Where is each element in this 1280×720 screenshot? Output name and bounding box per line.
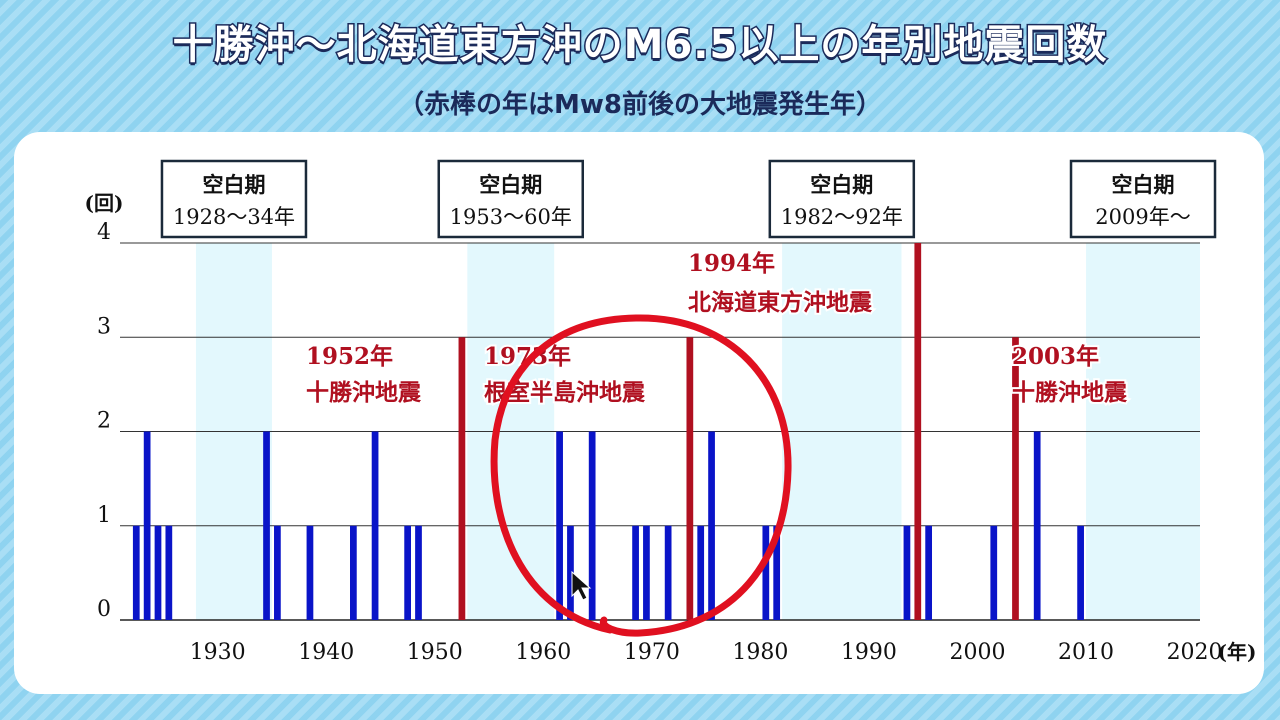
bar (697, 525, 705, 620)
gridlines (120, 242, 1200, 621)
page-title: 十勝沖〜北海道東方沖のM6.5以上の年別地震回数 (171, 21, 1108, 70)
bar (132, 525, 140, 620)
bar (925, 525, 933, 620)
bar (1077, 525, 1084, 620)
annotation-name: 十勝沖地震 (306, 379, 422, 406)
bar (903, 525, 911, 620)
quiet-period-boxes: 空白期1928〜34年空白期1953〜60年空白期1982〜92年空白期2009… (160, 159, 1217, 239)
bar (458, 337, 466, 620)
bar (143, 431, 151, 620)
annotation-name: 十勝沖地震 (1012, 379, 1128, 406)
bar (263, 431, 270, 620)
bar (154, 525, 162, 620)
annotation-year: 1952年 (306, 343, 393, 370)
quiet-period-label: 空白期 (479, 172, 542, 197)
bar (762, 525, 770, 620)
x-tick-label: 1950 (407, 640, 463, 665)
x-tick-label: 2010 (1058, 640, 1114, 665)
bar (664, 525, 672, 620)
bar (632, 525, 639, 620)
bar (350, 525, 357, 620)
quiet-period-range: 1982〜92年 (781, 205, 903, 229)
quiet-period-box: 空白期 1928〜34年 (160, 159, 308, 239)
bar (990, 525, 998, 620)
hand-drawn-circle (490, 314, 792, 637)
bar (1033, 431, 1041, 620)
y-tick-label: 3 (97, 314, 111, 339)
bar (371, 431, 379, 620)
y-axis-label: (回) (85, 191, 124, 215)
quiet-period-frame (1069, 159, 1217, 239)
quiet-period-range: 2009年〜 (1095, 205, 1190, 229)
quiet-period-range: 1928〜34年 (173, 205, 295, 229)
quiet-period-box: 空白期 1953〜60年 (437, 159, 585, 239)
cursor-icon (571, 570, 592, 601)
page-subtitle: （赤棒の年はMw8前後の大地震発生年） (398, 90, 882, 120)
y-tick-label: 2 (97, 409, 111, 434)
bar (165, 525, 173, 620)
bar (708, 431, 715, 620)
bar (306, 525, 314, 620)
bar (773, 525, 781, 620)
y-tick-label: 4 (97, 220, 111, 245)
x-tick-label: 1970 (624, 640, 680, 665)
x-tick-label: 1980 (732, 640, 788, 665)
x-axis-label: (年) (1218, 640, 1257, 664)
bar (588, 431, 596, 620)
bar (415, 525, 422, 620)
quiet-period-box: 空白期 1982〜92年 (768, 159, 916, 239)
bar (1012, 337, 1019, 620)
y-tick-label: 0 (97, 597, 111, 622)
quiet-period-frame (768, 159, 916, 239)
bar (686, 337, 694, 620)
bar (567, 525, 574, 620)
annotation-name: 北海道東方沖地震 (688, 289, 873, 316)
x-tick-label: 2000 (949, 640, 1005, 665)
y-tick-label: 1 (97, 503, 111, 528)
quiet-period-box: 空白期 2009年〜 (1069, 159, 1217, 239)
annotation-year: 2003年 (1012, 343, 1099, 370)
bar (914, 243, 922, 620)
bar (274, 525, 281, 620)
x-tick-label: 1930 (190, 640, 246, 665)
quiet-period-frame (160, 159, 308, 239)
quiet-period-range: 1953〜60年 (450, 205, 572, 229)
x-tick-label: 1990 (841, 640, 897, 665)
x-tick-label: 2020 (1167, 640, 1223, 665)
annotation-year: 1994年 (688, 250, 775, 277)
bar (643, 525, 650, 620)
x-tick-label: 1940 (298, 640, 354, 665)
quiet-period-label: 空白期 (1112, 172, 1175, 197)
axes: 0 1 2 3 4 (回) 1930 1940 1950 1960 1970 1980 1990 2000… (85, 191, 1257, 665)
quiet-period-frame (437, 159, 585, 239)
x-tick-label: 1960 (515, 640, 571, 665)
annotation-year: 1973年 (484, 343, 571, 370)
bar (404, 525, 412, 620)
bars (132, 243, 1084, 620)
quiet-period-label: 空白期 (202, 172, 265, 197)
overlay (490, 314, 792, 637)
bar (556, 431, 563, 620)
quiet-period-label: 空白期 (810, 172, 873, 197)
